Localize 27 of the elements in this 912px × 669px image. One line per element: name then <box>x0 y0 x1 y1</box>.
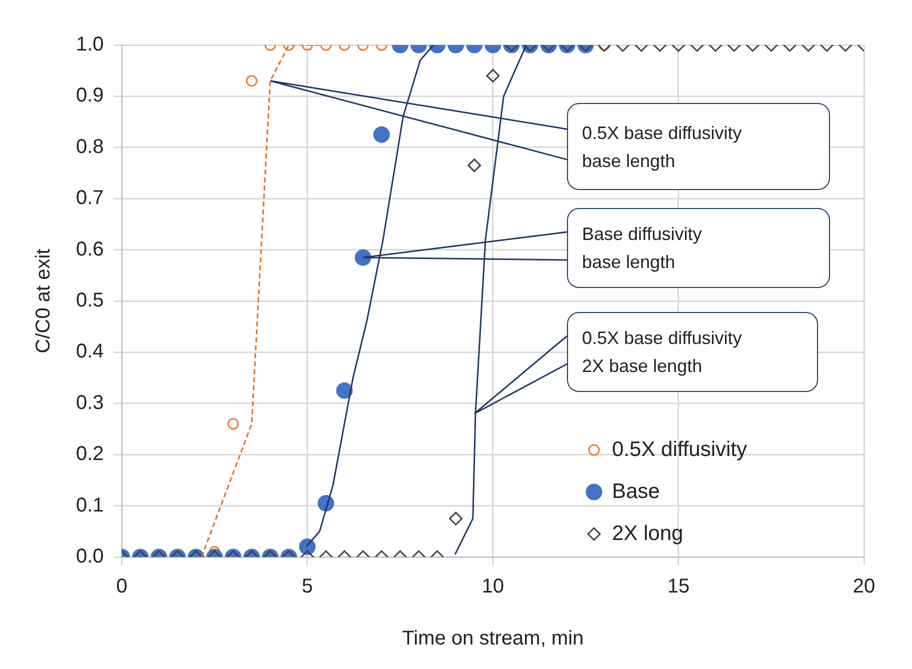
y-tick-label: 0.4 <box>76 340 104 363</box>
x-tick-label: 0 <box>116 576 128 598</box>
legend-label: 2X long <box>612 522 684 545</box>
y-axis-title: C/C0 at exit <box>32 248 55 354</box>
annotation: 0.5X base diffusivity 2X base length <box>582 327 743 378</box>
legend-label: Base <box>612 480 660 503</box>
x-tick-label: 15 <box>667 576 690 598</box>
y-tick-label: 0.8 <box>76 136 104 158</box>
y-tick-label: 0.2 <box>76 443 104 466</box>
y-tick-label: 0.9 <box>76 84 104 107</box>
x-tick-label: 20 <box>852 576 876 598</box>
x-axis-title: Time on stream, min <box>402 628 584 650</box>
x-tick-label: 10 <box>482 576 504 598</box>
x-tick-label: 5 <box>302 576 313 598</box>
y-tick-label: 0.3 <box>76 392 104 414</box>
y-tick-label: 0.5 <box>76 290 104 312</box>
callout-box: 0.5X base diffusivity 2X base length <box>567 312 818 392</box>
y-tick-label: 0.1 <box>76 494 104 516</box>
annotation: Base diffusivity base length <box>582 223 703 274</box>
legend-label: 0.5X diffusivity <box>612 438 748 461</box>
y-tick-label: 0.6 <box>76 238 104 260</box>
y-tick-label: 1.0 <box>76 34 104 56</box>
annotation: 0.5X base diffusivity base length <box>582 122 743 173</box>
callout-box: 0.5X base diffusivity base length <box>567 103 830 190</box>
y-tick-label: 0.7 <box>76 187 104 210</box>
y-tick-label: 0.0 <box>76 546 104 568</box>
callout-box: Base diffusivity base length <box>567 208 830 288</box>
